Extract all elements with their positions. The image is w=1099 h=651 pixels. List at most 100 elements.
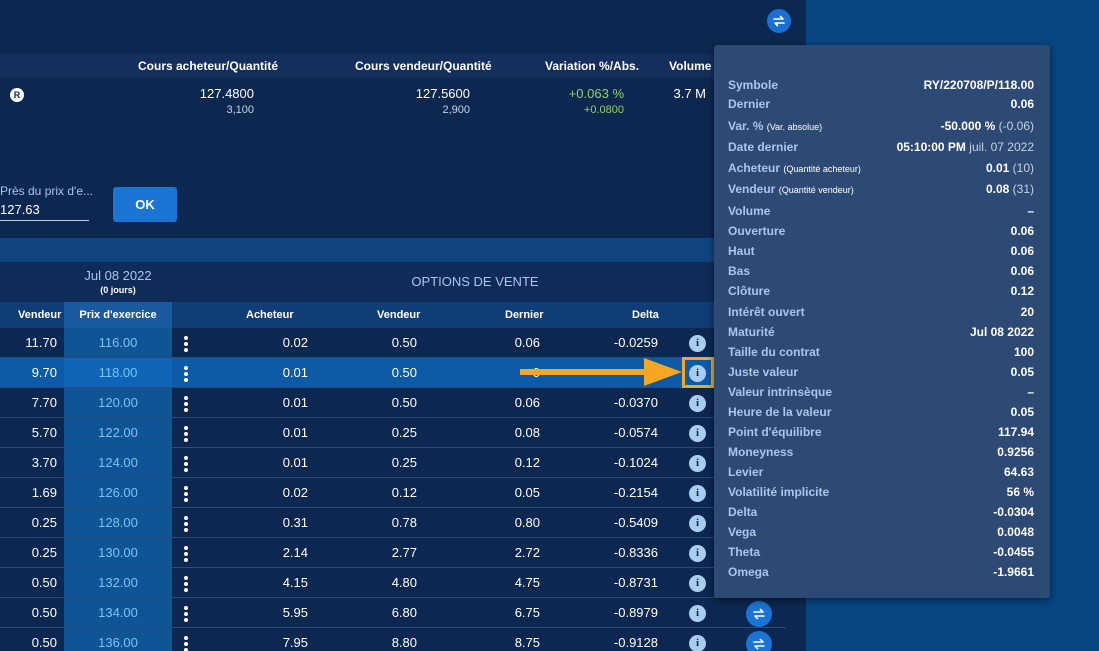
info-icon[interactable]: i — [689, 425, 706, 442]
strike-cell[interactable]: 120.00 — [98, 395, 138, 410]
call-ask-cell: 5.70 — [31, 425, 57, 440]
strike-search-input[interactable] — [0, 199, 89, 221]
detail-value-vega: 0.0048 — [997, 525, 1034, 539]
detail-value-extra: (10) — [1012, 161, 1034, 175]
change-percent: +0.063 % — [568, 86, 624, 101]
strike-cell[interactable]: 132.00 — [98, 575, 138, 590]
strike-cell-bg — [64, 508, 172, 537]
strike-cell-bg — [64, 328, 172, 357]
delta-cell: -0.0574 — [613, 425, 658, 440]
detail-value-interet: 20 — [1021, 305, 1034, 319]
option-row[interactable]: 7.70 120.00 0.01 0.50 0.06 -0.0370 i — [0, 388, 786, 418]
option-row[interactable]: 0.25 128.00 0.31 0.78 0.80 -0.5409 i — [0, 508, 786, 538]
detail-value-text: 56 % — [1006, 485, 1034, 499]
strike-cell[interactable]: 116.00 — [98, 335, 138, 350]
info-icon[interactable]: i — [689, 635, 706, 651]
trade-button[interactable] — [746, 601, 772, 627]
more-options-icon[interactable] — [184, 606, 188, 624]
detail-value-equilibre: 117.94 — [998, 425, 1034, 439]
detail-label-text: Bas — [728, 264, 751, 278]
detail-label-text: Intérêt ouvert — [728, 305, 805, 319]
detail-value-volatilite: 56 % — [1007, 485, 1034, 499]
more-options-icon[interactable] — [184, 366, 188, 384]
detail-value-taille: 100 — [1014, 345, 1034, 359]
more-options-icon[interactable] — [184, 546, 188, 564]
more-options-icon[interactable] — [184, 396, 188, 414]
last-cell: 8.75 — [514, 635, 540, 650]
ask-cell: 4.80 — [391, 575, 417, 590]
strike-cell[interactable]: 134.00 — [98, 605, 138, 620]
strike-cell-bg — [64, 598, 172, 627]
more-options-icon[interactable] — [184, 576, 188, 594]
detail-value-text: – — [1027, 204, 1034, 218]
ask-cell: 0.50 — [391, 395, 417, 410]
ask-cell: 0.25 — [391, 425, 417, 440]
last-cell: 0.12 — [514, 455, 540, 470]
info-icon[interactable]: i — [689, 575, 706, 592]
detail-label-date-dernier: Date dernier — [728, 140, 798, 154]
option-row[interactable]: 0.25 130.00 2.14 2.77 2.72 -0.8336 i — [0, 538, 786, 568]
more-options-icon[interactable] — [184, 636, 188, 651]
more-options-icon[interactable] — [184, 456, 188, 474]
info-icon[interactable]: i — [689, 485, 706, 502]
info-icon[interactable]: i — [689, 605, 706, 622]
expiry-strip — [0, 262, 786, 302]
detail-value-text: 0.06 — [1010, 224, 1034, 238]
info-icon[interactable]: i — [689, 455, 706, 472]
option-row[interactable]: 1.69 126.00 0.02 0.12 0.05 -0.2154 i — [0, 478, 786, 508]
option-row[interactable]: 5.70 122.00 0.01 0.25 0.08 -0.0574 i — [0, 418, 786, 448]
info-icon[interactable]: i — [689, 335, 706, 352]
more-options-icon[interactable] — [184, 516, 188, 534]
option-row[interactable]: 0.50 134.00 5.95 6.80 6.75 -0.8979 i — [0, 598, 786, 628]
delta-column-header: Delta — [632, 309, 659, 321]
detail-value-levier: 64.63 — [1004, 465, 1034, 479]
volume-value: 3.7 M — [673, 86, 706, 101]
delta-cell: -0.5409 — [613, 515, 658, 530]
bid-cell: 0.01 — [282, 425, 308, 440]
ask-cell: 0.25 — [391, 455, 417, 470]
strike-cell[interactable]: 136.00 — [98, 635, 138, 650]
info-icon[interactable]: i — [689, 365, 706, 382]
ok-button[interactable]: OK — [113, 187, 177, 222]
option-row[interactable]: 3.70 124.00 0.01 0.25 0.12 -0.1024 i — [0, 448, 786, 478]
info-highlight-box — [682, 357, 714, 388]
strike-cell-bg — [64, 538, 172, 567]
option-row[interactable]: 0.50 132.00 4.15 4.80 4.75 -0.8731 i — [0, 568, 786, 598]
more-options-icon[interactable] — [184, 336, 188, 354]
detail-label-text: Delta — [728, 505, 758, 519]
option-row[interactable]: 11.70 116.00 0.02 0.50 0.06 -0.0259 i — [0, 328, 786, 358]
detail-label-vendeur: Vendeur (Quantité vendeur) — [728, 182, 854, 196]
info-icon[interactable]: i — [689, 395, 706, 412]
detail-label-delta: Delta — [728, 505, 757, 519]
strike-cell[interactable]: 126.00 — [98, 485, 138, 500]
detail-label-volume: Volume — [728, 204, 770, 218]
detail-label-intrinseque: Valeur intrinsèque — [728, 385, 832, 399]
strike-cell[interactable]: 128.00 — [98, 515, 138, 530]
more-options-icon[interactable] — [184, 486, 188, 504]
detail-value-text: 0.9256 — [997, 445, 1034, 459]
swap-view-button[interactable] — [767, 9, 791, 33]
detail-value-text: 0.06 — [1010, 97, 1034, 111]
bid-column-header: Acheteur — [246, 309, 294, 321]
strike-cell[interactable]: 130.00 — [98, 545, 138, 560]
info-icon[interactable]: i — [689, 515, 706, 532]
info-icon[interactable]: i — [689, 545, 706, 562]
detail-label-text: Symbole — [728, 78, 779, 92]
put-options-title: OPTIONS DE VENTE — [411, 274, 539, 289]
more-options-icon[interactable] — [184, 426, 188, 444]
trade-button[interactable] — [746, 631, 772, 651]
ask-cell: 0.50 — [391, 335, 417, 350]
detail-label-moneyness: Moneyness — [728, 445, 793, 459]
detail-label-dernier: Dernier — [728, 97, 770, 111]
detail-value-cloture: 0.12 — [1011, 284, 1034, 298]
option-row[interactable]: 0.50 136.00 7.95 8.80 8.75 -0.9128 i — [0, 628, 786, 651]
detail-label-text: Var. % — [728, 119, 764, 133]
strike-cell[interactable]: 122.00 — [98, 425, 138, 440]
strike-cell[interactable]: 118.00 — [98, 365, 138, 380]
last-column-header: Dernier — [505, 309, 544, 321]
detail-value-intrinseque: – — [1027, 385, 1034, 399]
detail-value-text: -50.000 % — [940, 119, 996, 133]
detail-label-var: Var. % (Var. absolue) — [728, 119, 822, 133]
strike-cell[interactable]: 124.00 — [98, 455, 138, 470]
detail-label-volatilite: Volatilité implicite — [728, 485, 829, 499]
